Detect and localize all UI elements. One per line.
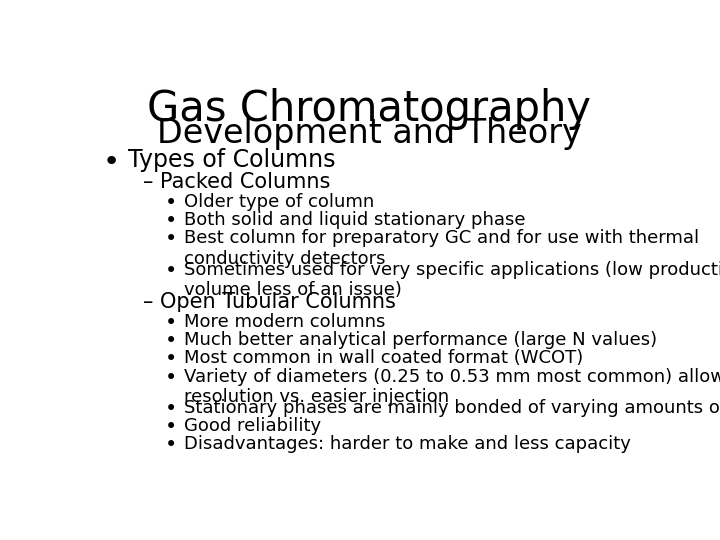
Text: Older type of column: Older type of column (184, 193, 374, 211)
Text: •: • (165, 399, 177, 418)
Text: •: • (165, 417, 177, 437)
Text: – Open Tubular Columns: – Open Tubular Columns (143, 292, 396, 312)
Text: •: • (165, 349, 177, 369)
Text: •: • (165, 261, 177, 281)
Text: •: • (165, 193, 177, 213)
Text: Types of Columns: Types of Columns (128, 148, 336, 172)
Text: Stationary phases are mainly bonded of varying amounts of polarity: Stationary phases are mainly bonded of v… (184, 399, 720, 417)
Text: •: • (102, 148, 120, 176)
Text: Disadvantages: harder to make and less capacity: Disadvantages: harder to make and less c… (184, 435, 631, 453)
Text: More modern columns: More modern columns (184, 313, 385, 330)
Text: •: • (165, 331, 177, 351)
Text: Much better analytical performance (large N values): Much better analytical performance (larg… (184, 331, 657, 349)
Text: Gas Chromatography: Gas Chromatography (147, 87, 591, 130)
Text: Good reliability: Good reliability (184, 417, 321, 435)
Text: Most common in wall coated format (WCOT): Most common in wall coated format (WCOT) (184, 349, 583, 367)
Text: •: • (165, 211, 177, 231)
Text: Both solid and liquid stationary phase: Both solid and liquid stationary phase (184, 211, 526, 229)
Text: •: • (165, 435, 177, 455)
Text: •: • (165, 313, 177, 333)
Text: Development and Theory: Development and Theory (157, 117, 581, 150)
Text: Sometimes used for very specific applications (low production
volume less of an : Sometimes used for very specific applica… (184, 261, 720, 300)
Text: – Packed Columns: – Packed Columns (143, 172, 330, 192)
Text: •: • (165, 368, 177, 388)
Text: Best column for preparatory GC and for use with thermal
conductivity detectors: Best column for preparatory GC and for u… (184, 230, 699, 268)
Text: •: • (165, 230, 177, 249)
Text: Variety of diameters (0.25 to 0.53 mm most common) allow high
resolution vs. eas: Variety of diameters (0.25 to 0.53 mm mo… (184, 368, 720, 406)
